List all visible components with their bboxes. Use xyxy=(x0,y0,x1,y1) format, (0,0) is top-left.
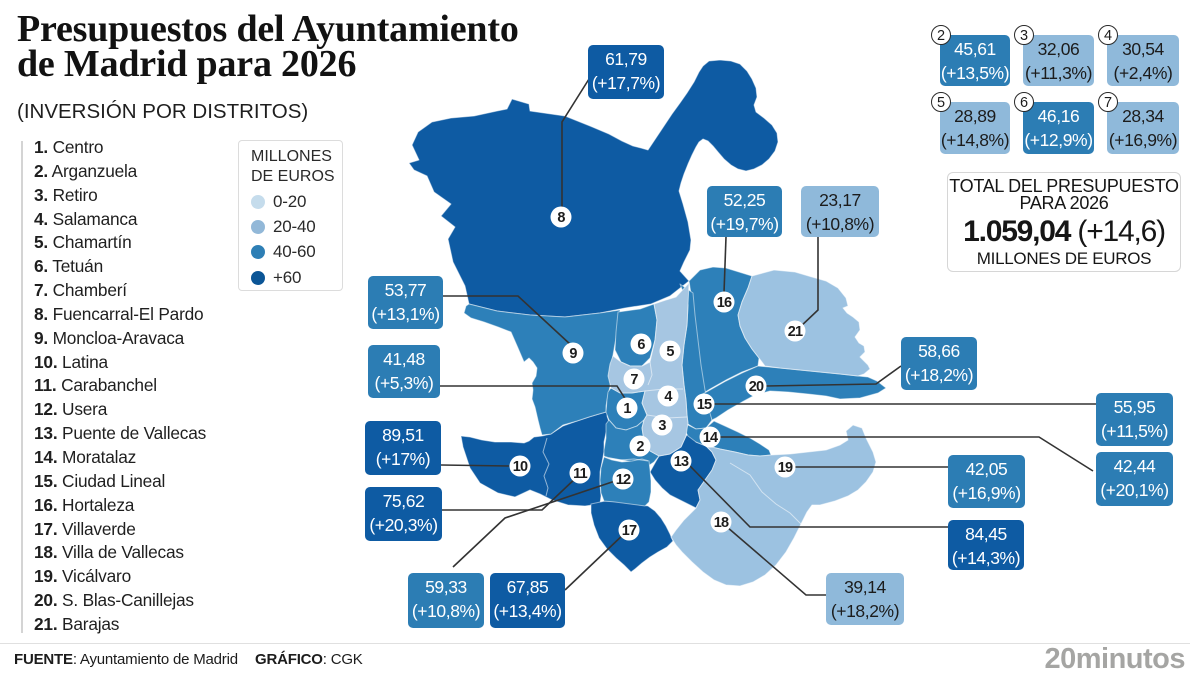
svg-text:7: 7 xyxy=(630,372,638,388)
svg-text:3: 3 xyxy=(658,418,666,434)
svg-text:16: 16 xyxy=(717,295,732,311)
svg-text:17: 17 xyxy=(622,523,637,539)
svg-text:6: 6 xyxy=(637,337,645,353)
svg-text:15: 15 xyxy=(697,397,712,413)
svg-text:20: 20 xyxy=(749,379,764,395)
svg-text:10: 10 xyxy=(513,459,528,475)
svg-text:11: 11 xyxy=(573,466,587,482)
svg-text:13: 13 xyxy=(674,454,689,470)
svg-text:19: 19 xyxy=(778,460,793,476)
svg-text:8: 8 xyxy=(557,210,565,226)
svg-text:4: 4 xyxy=(664,389,672,405)
svg-text:21: 21 xyxy=(788,324,803,340)
svg-text:9: 9 xyxy=(569,346,577,362)
svg-text:2: 2 xyxy=(636,439,644,455)
svg-text:12: 12 xyxy=(616,472,631,488)
svg-text:1: 1 xyxy=(623,401,631,417)
svg-text:14: 14 xyxy=(703,430,718,446)
svg-text:5: 5 xyxy=(666,344,674,360)
svg-text:18: 18 xyxy=(714,515,729,531)
